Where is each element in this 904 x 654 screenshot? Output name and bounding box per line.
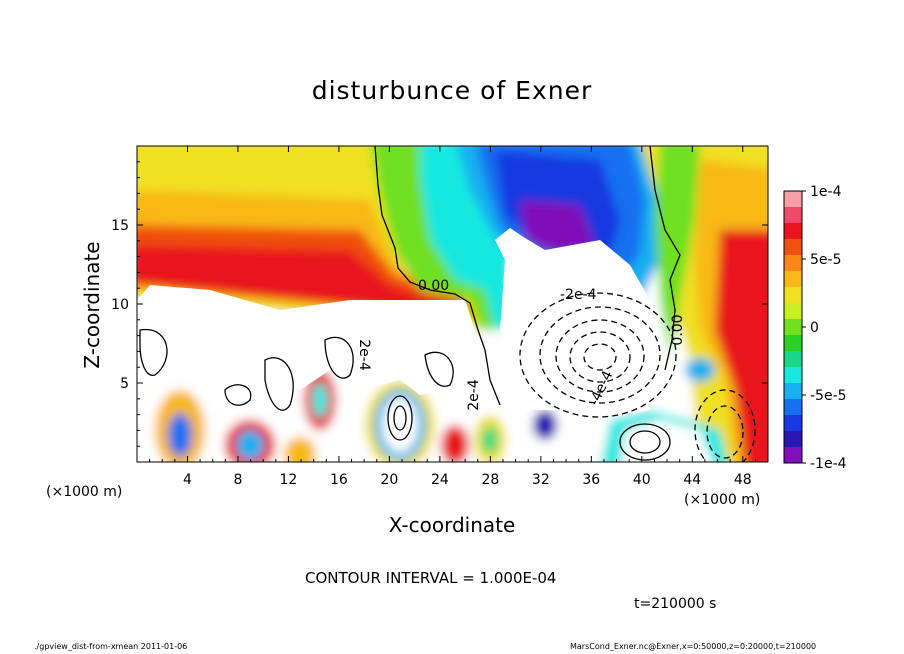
colorbar-swatch bbox=[784, 447, 802, 464]
x-tick-label: 24 bbox=[431, 472, 449, 488]
chart-title: disturbunce of Exner bbox=[311, 76, 593, 105]
contour-label: 0.00 bbox=[418, 278, 449, 294]
footer-right: MarsCond_Exner.nc@Exner,x=0:50000,z=0:20… bbox=[570, 642, 817, 651]
colorbar-swatch bbox=[784, 351, 802, 368]
colorbar-swatch bbox=[784, 303, 802, 320]
colorbar-swatch bbox=[784, 431, 802, 448]
x-tick-label: 40 bbox=[633, 472, 651, 488]
colorbar-swatch bbox=[784, 271, 802, 288]
x-tick-label: 28 bbox=[481, 472, 499, 488]
colorbar-tick-label: 5e-5 bbox=[810, 252, 841, 268]
colorbar-tick-label: 1e-4 bbox=[810, 184, 842, 200]
x-axis-label: X-coordinate bbox=[388, 513, 516, 537]
colorbar-swatch bbox=[784, 399, 802, 416]
colorbar-swatch bbox=[784, 383, 802, 400]
colorbar-swatch bbox=[784, 223, 802, 240]
y-tick-label: 5 bbox=[120, 376, 129, 392]
colorbar-swatch bbox=[784, 207, 802, 224]
x-tick-label: 16 bbox=[330, 472, 348, 488]
colorbar-swatch bbox=[784, 335, 802, 352]
contour-label: 0.00 bbox=[670, 314, 686, 345]
colorbar-swatch bbox=[784, 239, 802, 256]
x-tick-label: 32 bbox=[532, 472, 550, 488]
x-tick-label: 12 bbox=[280, 472, 298, 488]
colorbar-swatch bbox=[784, 191, 802, 208]
x-tick-label: 48 bbox=[734, 472, 752, 488]
colorbar-swatch bbox=[784, 367, 802, 384]
x-tick-label: 8 bbox=[233, 472, 242, 488]
y-tick-label: 15 bbox=[111, 218, 129, 234]
colorbar-tick-label: -5e-5 bbox=[810, 388, 847, 404]
x-axis-unit-left: (×1000 m) bbox=[46, 484, 123, 500]
colorbar: 1e-4 5e-5 0 -5e-5 -1e-4 bbox=[783, 184, 847, 472]
colorbar-swatch bbox=[784, 319, 802, 336]
colorbar-swatch bbox=[784, 287, 802, 304]
contour-label: -2e-4 bbox=[560, 287, 597, 303]
x-tick-label: 20 bbox=[380, 472, 398, 488]
colorbar-tick-label: 0 bbox=[810, 320, 819, 336]
colorbar-tick-label: -1e-4 bbox=[810, 456, 847, 472]
x-tick-label: 4 bbox=[183, 472, 192, 488]
time-label: t=210000 s bbox=[634, 596, 717, 612]
contour-label: 2e-4 bbox=[466, 379, 482, 411]
footer-left: ./gpview_dist-from-xmean 2011-01-06 bbox=[34, 642, 188, 651]
contour-interval-text: CONTOUR INTERVAL = 1.000E-04 bbox=[305, 569, 557, 587]
y-ticks: 5 10 15 bbox=[111, 161, 768, 447]
contour-label: 2e-4 bbox=[356, 339, 372, 371]
x-axis-unit-right: (×1000 m) bbox=[684, 492, 761, 508]
colorbar-swatch bbox=[784, 255, 802, 272]
x-ticks: 4 8 12 16 20 24 28 32 36 40 44 48 bbox=[149, 146, 756, 488]
x-tick-label: 36 bbox=[582, 472, 600, 488]
x-tick-label: 44 bbox=[683, 472, 701, 488]
colorbar-swatch bbox=[784, 415, 802, 432]
y-tick-label: 10 bbox=[111, 297, 129, 313]
heatmap-field bbox=[137, 146, 768, 462]
